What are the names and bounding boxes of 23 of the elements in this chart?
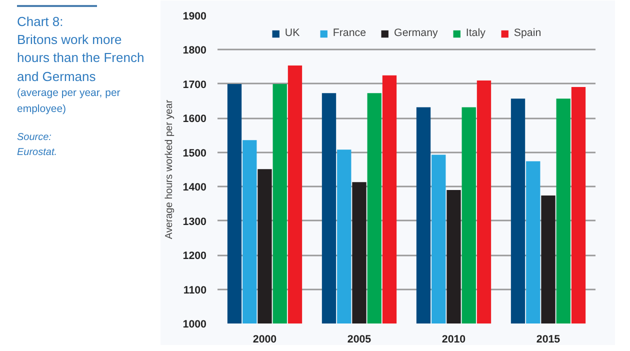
y-tick-label: 1100 (183, 284, 207, 296)
legend-label: Italy (466, 27, 486, 39)
legend-label: Spain (514, 27, 542, 39)
y-tick-label: 1500 (182, 147, 207, 160)
text: Chart 8: Britons work more hours than the French and Germans (17, 13, 146, 86)
y-tick-label: 1800 (182, 44, 207, 57)
y-tick-label: 1700 (182, 78, 207, 91)
legend-label: Germany (394, 27, 438, 39)
y-tick-label: 1000 (182, 318, 207, 330)
source-note: Source: Eurostat. (17, 131, 58, 160)
legend-label: UK (284, 27, 301, 39)
x-tick-label: 2000 (252, 334, 277, 346)
legend-label: France (332, 27, 366, 39)
x-tick-label: 2010 (442, 334, 466, 346)
y-tick-label: 1600 (182, 113, 207, 126)
y-tick-label: 1300 (182, 216, 207, 228)
y-tick-label: 1400 (182, 182, 207, 194)
y-tick-label: 1900 (182, 10, 207, 22)
y-tick-label: 1200 (182, 250, 207, 262)
y-axis-title: Average hours worked per year (164, 99, 175, 240)
text: (average per year, per employee) (17, 86, 122, 116)
x-tick-label: 2005 (347, 334, 372, 346)
x-tick-label: 2015 (536, 334, 560, 346)
